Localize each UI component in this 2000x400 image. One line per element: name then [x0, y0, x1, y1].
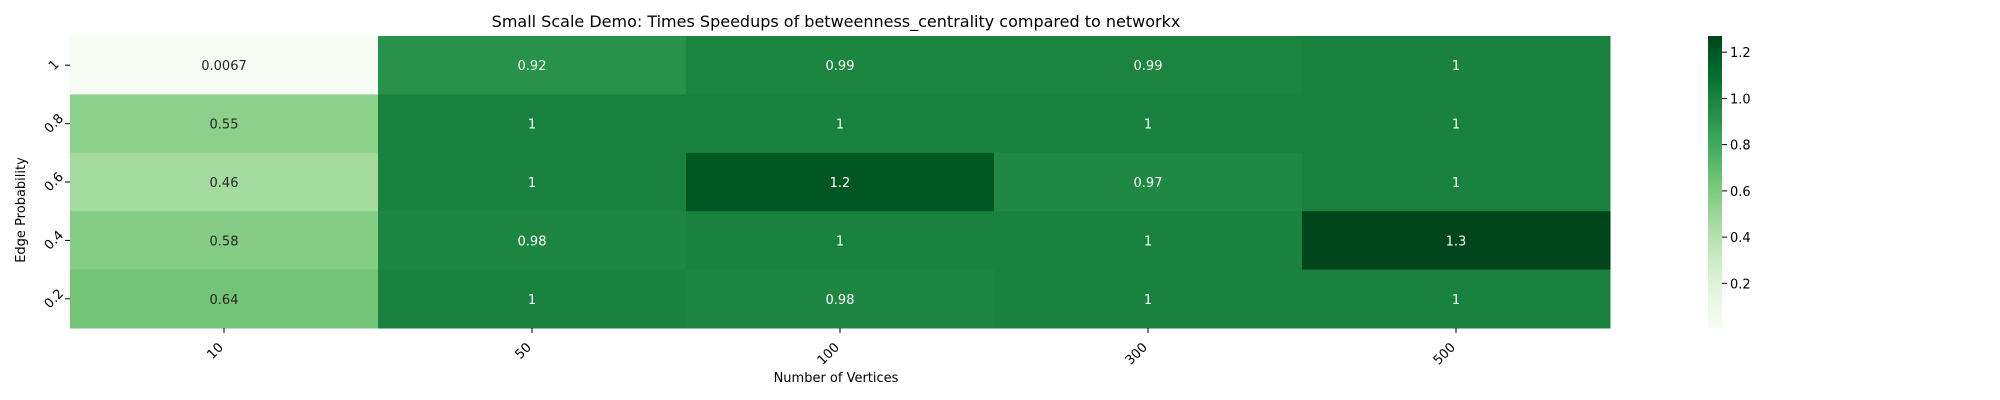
cell-label: 1 — [1144, 234, 1152, 249]
cell-label: 0.58 — [210, 234, 239, 249]
colorbar-gradient — [1708, 36, 1722, 328]
cell-label: 0.92 — [518, 59, 547, 74]
cell-label: 0.98 — [518, 234, 547, 249]
x-axis-label: Number of Vertices — [774, 371, 899, 386]
heatmap-cell — [994, 152, 1303, 212]
cell-label: 0.99 — [1134, 59, 1163, 74]
cell-label: 1 — [528, 293, 536, 308]
heatmap-cell — [70, 36, 379, 95]
heatmap-cell — [378, 152, 687, 212]
cell-label: 1 — [1452, 293, 1460, 308]
heatmap-cell — [994, 94, 1303, 154]
y-axis-ticks: 1 0.8 0.6 0.4 0.2 — [42, 57, 70, 312]
heatmap-cell — [686, 36, 995, 95]
colorbar-tick-label: 0.2 — [1730, 277, 1751, 292]
colorbar-tick-label: 0.8 — [1730, 139, 1751, 154]
cell-label: 1 — [528, 118, 536, 133]
colorbar: 0.2 0.4 0.6 0.8 1.0 1.2 — [1708, 36, 1751, 328]
heatmap-cell — [1302, 94, 1611, 154]
y-axis-label: Edge Probability — [14, 157, 29, 263]
cell-label: 0.0067 — [201, 59, 247, 74]
heatmap-cell — [378, 36, 687, 95]
heatmap-cell — [994, 269, 1303, 329]
x-axis-ticks: 10 50 100 300 500 — [205, 328, 1459, 368]
heatmap-cell — [1302, 211, 1611, 271]
heatmap-cell — [994, 211, 1303, 271]
heatmap-cell — [686, 211, 995, 271]
heatmap-cell — [994, 36, 1303, 95]
cell-label: 0.99 — [826, 59, 855, 74]
y-tick-label: 1 — [46, 57, 62, 73]
x-tick-label: 500 — [1431, 340, 1459, 368]
colorbar-tick-label: 1.2 — [1730, 46, 1751, 61]
cell-label: 0.55 — [210, 118, 239, 133]
x-tick-label: 10 — [205, 340, 227, 362]
cell-label: 1.3 — [1446, 234, 1467, 249]
x-tick-label: 300 — [1123, 340, 1151, 368]
heatmap-cell — [1302, 269, 1611, 329]
x-tick-label: 100 — [815, 340, 843, 368]
cell-label: 1 — [836, 234, 844, 249]
heatmap-cell — [378, 269, 687, 329]
heatmap-cell — [70, 269, 379, 329]
heatmap-cell — [686, 94, 995, 154]
cell-label: 1 — [1452, 176, 1460, 191]
y-tick-label: 0.4 — [42, 228, 67, 253]
chart-title: Small Scale Demo: Times Speedups of betw… — [492, 12, 1181, 32]
heatmap-cell — [70, 94, 379, 154]
cell-label: 0.46 — [210, 176, 239, 191]
heatmap-cells — [70, 36, 1611, 329]
colorbar-ticks: 0.2 0.4 0.6 0.8 1.0 1.2 — [1722, 46, 1751, 292]
cell-label: 1 — [1144, 118, 1152, 133]
cell-label: 1 — [1452, 59, 1460, 74]
colorbar-tick-label: 0.4 — [1730, 231, 1751, 246]
y-tick-label: 0.8 — [42, 111, 67, 136]
cell-label: 0.98 — [826, 293, 855, 308]
cell-label: 1 — [1144, 293, 1152, 308]
cell-label: 1 — [528, 176, 536, 191]
colorbar-tick-label: 0.6 — [1730, 185, 1751, 200]
y-tick-label: 0.6 — [42, 170, 67, 195]
heatmap-cell — [70, 211, 379, 271]
cell-label: 1.2 — [830, 176, 851, 191]
cell-label: 1 — [1452, 118, 1460, 133]
cell-label: 0.97 — [1134, 176, 1163, 191]
colorbar-tick-label: 1.0 — [1730, 92, 1751, 107]
cell-label: 0.64 — [210, 293, 239, 308]
heatmap-cell-labels: 0.0067 0.92 0.99 0.99 1 0.55 1 1 1 1 0.46 1 1.2 0.97 1… — [201, 59, 1466, 308]
heatmap-cell — [378, 94, 687, 154]
heatmap-cell — [378, 211, 687, 271]
x-tick-label: 50 — [513, 340, 535, 362]
heatmap-cell — [686, 152, 995, 212]
heatmap-cell — [686, 269, 995, 329]
heatmap-cell — [70, 152, 379, 212]
y-tick-label: 0.2 — [42, 287, 67, 312]
cell-label: 1 — [836, 118, 844, 133]
heatmap-cell — [1302, 152, 1611, 212]
heatmap-cell — [1302, 36, 1611, 95]
